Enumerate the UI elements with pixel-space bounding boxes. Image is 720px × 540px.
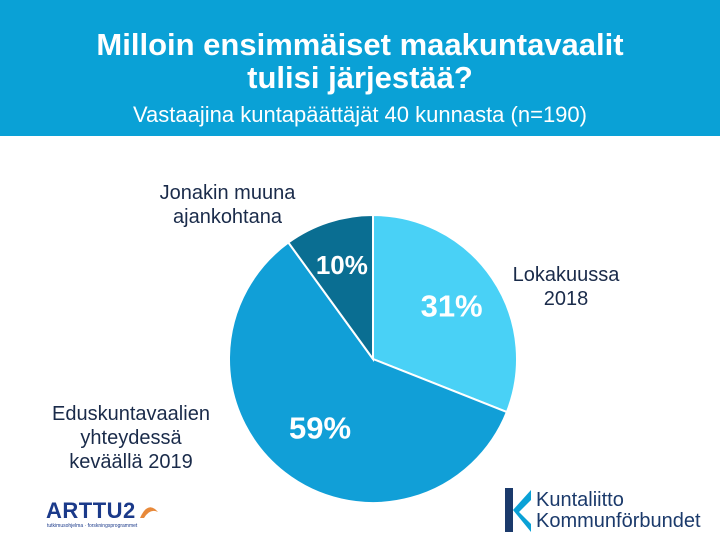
label-muuna-line-1: Jonakin muuna	[159, 182, 296, 204]
title-line-1: Milloin ensimmäiset maakuntavaalit	[96, 27, 624, 62]
pie-slice-value-label-3: 10%	[316, 250, 368, 280]
label-eduskuntavaalien: Eduskuntavaalien yhteydessä keväällä 201…	[20, 402, 242, 474]
label-eduskunta-line-2: yhteydessä	[80, 427, 182, 449]
label-lokakuussa-line-2: 2018	[543, 288, 589, 310]
kuntaliitto-logo: Kuntaliitto Kommunförbundet	[503, 486, 713, 534]
arttu2-swoosh-icon	[140, 507, 158, 518]
arttu2-logo-text: ARTTU2	[46, 498, 136, 523]
chart-title: Milloin ensimmäiset maakuntavaalit tulis…	[0, 28, 720, 94]
label-eduskunta-line-3: keväällä 2019	[69, 451, 193, 473]
pie-slice-value-label-1: 31%	[421, 289, 483, 324]
pie-slice-3	[286, 213, 374, 363]
label-jonakin-muuna: Jonakin muuna ajankohtana	[140, 181, 315, 229]
chart-subtitle: Vastaajina kuntapäättäjät 40 kunnasta (n…	[133, 102, 587, 127]
label-eduskunta-line-1: Eduskuntavaalien	[52, 403, 210, 425]
pie-slice-2	[228, 241, 509, 504]
arttu2-logo: ARTTU2 tutkimusohjelma · forskningsprogr…	[46, 498, 166, 532]
label-lokakuussa-2018: Lokakuussa 2018	[496, 263, 636, 311]
kuntaliitto-name-sv: Kommunförbundet	[536, 510, 701, 532]
label-muuna-line-2: ajankohtana	[173, 206, 282, 228]
pie-slice-value-label-2: 59%	[289, 410, 351, 445]
pie-slice-1	[372, 213, 518, 414]
kuntaliitto-name-fi: Kuntaliitto	[536, 489, 624, 511]
label-lokakuussa-line-1: Lokakuussa	[512, 264, 620, 286]
header-banner: Milloin ensimmäiset maakuntavaalit tulis…	[0, 0, 720, 136]
kuntaliitto-k-icon	[505, 488, 531, 532]
title-line-2: tulisi järjestää?	[247, 60, 473, 95]
arttu2-logo-tagline: tutkimusohjelma · forskningsprogrammet	[47, 523, 138, 529]
